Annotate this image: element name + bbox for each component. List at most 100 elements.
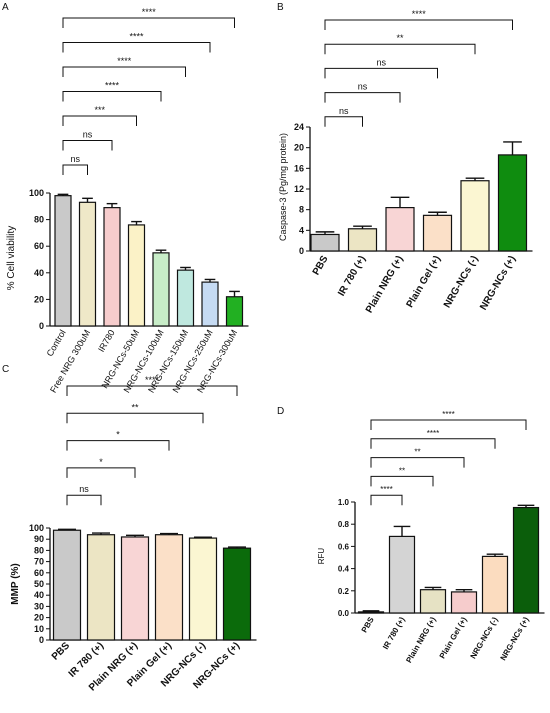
significance-bracket	[66, 467, 136, 478]
bar	[512, 506, 540, 614]
x-tick-label: Plain Gel (+)	[405, 254, 444, 310]
chart-panel-c: C 0 10 20 30 40 50 60 70 80 90 100 MMP (%) PBS IR 780…	[0, 356, 275, 713]
y-tick-label: 20	[34, 294, 44, 304]
y-tick-label: 50	[34, 579, 44, 589]
significance-bracket	[66, 412, 204, 424]
y-tick-label: 0.0	[338, 609, 350, 618]
significance-bracket	[62, 115, 137, 126]
panel-label: B	[277, 2, 284, 13]
bar	[388, 535, 416, 614]
significance-label: ****	[142, 7, 157, 17]
significance-label: *	[116, 430, 120, 440]
bar	[310, 233, 340, 252]
significance-bracket	[66, 385, 238, 396]
significance-label: *	[99, 457, 103, 467]
y-tick-label: 60	[34, 568, 44, 578]
significance-bracket	[324, 67, 438, 79]
bar	[188, 537, 218, 641]
panel-label: C	[2, 364, 10, 375]
bar	[120, 536, 150, 641]
bar	[127, 224, 146, 327]
significance-label: ns	[83, 130, 93, 140]
x-tick-label: NRG-NCs (-)	[442, 254, 481, 310]
y-tick-label: 100	[29, 523, 44, 533]
bar	[176, 269, 195, 327]
significance-bracket	[370, 419, 527, 430]
significance-label: ****	[105, 81, 120, 91]
y-tick-label: 20	[294, 143, 304, 153]
y-tick-label: 0	[39, 635, 44, 645]
x-tick-label: PBS	[50, 640, 73, 663]
y-tick-label: 20	[34, 613, 44, 623]
y-tick-label: 60	[34, 241, 44, 251]
significance-bracket	[324, 43, 476, 55]
significance-label: **	[396, 33, 404, 43]
significance-label: ****	[427, 429, 439, 438]
x-tick-label: Plain Gel (+)	[438, 615, 469, 660]
caspase-3-chart: 0 4 8 12 16 20 24 Caspase-3 (Pg/mg protein) PBS I…	[278, 9, 533, 315]
y-tick-label: 0.2	[338, 587, 350, 596]
significance-bracket	[62, 91, 162, 102]
significance-bracket	[62, 66, 186, 77]
x-tick-label: IR 780 (+)	[336, 254, 368, 298]
significance-bracket	[62, 164, 88, 175]
significance-label: ****	[145, 375, 160, 385]
x-tick-label: IR 780 (+)	[381, 615, 407, 651]
significance-bracket	[62, 140, 113, 151]
y-tick-label: 8	[299, 205, 304, 215]
y-tick-label: 0.8	[338, 520, 350, 529]
significance-label: ns	[358, 82, 368, 92]
significance-label: **	[414, 448, 420, 457]
bar	[201, 281, 219, 327]
y-tick-label: 0.6	[338, 542, 350, 551]
significance-bracket	[62, 17, 235, 28]
significance-bracket	[370, 438, 496, 449]
panel-label: D	[277, 406, 285, 417]
bar	[222, 547, 252, 641]
bar	[385, 207, 415, 252]
x-tick-label: NRG-NCs (-)	[469, 615, 500, 660]
significance-label: ****	[117, 56, 132, 66]
x-tick-label: Plain NRG (+)	[364, 254, 406, 315]
significance-bracket	[324, 92, 401, 103]
bar	[419, 589, 447, 614]
y-tick-label: 1.0	[338, 498, 350, 507]
y-tick-label: 4	[299, 225, 304, 235]
significance-label: **	[131, 402, 139, 412]
significance-bracket	[370, 494, 403, 506]
y-tick-label: 90	[34, 534, 44, 544]
y-axis-label: % Cell viability	[6, 226, 17, 290]
y-tick-label: 40	[34, 268, 44, 278]
bar	[225, 296, 244, 327]
panel-label: A	[2, 2, 9, 13]
y-axis-label: Caspase-3 (Pg/mg protein)	[278, 133, 288, 241]
significance-bracket	[66, 440, 170, 451]
x-tick-label: NRG-NCs (+)	[478, 254, 518, 312]
significance-label: **	[399, 466, 405, 475]
y-tick-label: 100	[29, 188, 44, 198]
bar	[154, 534, 184, 641]
y-axis-label: RFU	[317, 548, 326, 565]
bar	[422, 214, 453, 252]
significance-bracket	[62, 42, 211, 53]
bar	[152, 252, 170, 327]
bar	[497, 154, 528, 252]
y-tick-label: 16	[294, 163, 304, 173]
significance-label: ns	[376, 57, 386, 67]
significance-bracket	[324, 19, 513, 30]
y-tick-label: 12	[294, 184, 304, 194]
y-tick-label: 80	[34, 215, 44, 225]
x-tick-label: Plain NRG (+)	[404, 615, 438, 664]
significance-label: ns	[339, 106, 349, 116]
y-tick-label: 0	[39, 321, 44, 331]
significance-bracket	[370, 475, 434, 487]
y-tick-label: 10	[34, 624, 44, 634]
significance-label: ****	[412, 9, 427, 19]
bar	[347, 228, 378, 252]
x-tick-label: Control	[45, 328, 68, 358]
bar	[481, 555, 509, 614]
significance-label: ***	[94, 105, 105, 115]
